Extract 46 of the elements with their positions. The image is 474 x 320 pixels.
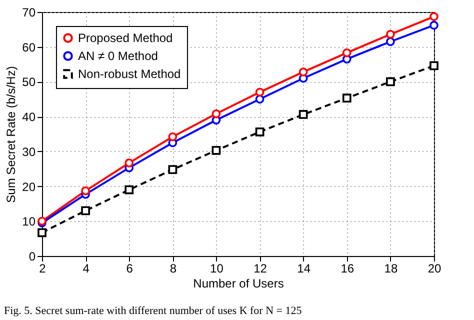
legend-label: Proposed Method	[78, 31, 173, 45]
point	[212, 109, 221, 118]
point	[342, 48, 352, 58]
x-tick-label: 8	[170, 262, 177, 276]
x-tick-label: 6	[126, 262, 134, 276]
point	[38, 228, 46, 238]
point	[212, 146, 221, 155]
y-tick-label: 20	[22, 180, 36, 194]
point	[386, 30, 395, 39]
x-tick-label: 16	[340, 262, 354, 276]
y-tick-label: 30	[22, 144, 36, 159]
point	[342, 94, 352, 103]
y-tick-label: 60	[22, 40, 36, 54]
point	[255, 88, 264, 97]
point	[255, 127, 264, 136]
point	[124, 185, 134, 194]
point	[124, 158, 134, 168]
point	[81, 206, 90, 216]
y-tick-label: 50	[22, 75, 36, 90]
x-tick-label: 18	[384, 262, 398, 276]
x-tick-label: 2	[39, 262, 46, 276]
y-tick-label: 70	[22, 6, 36, 20]
y-tick-label: 0	[28, 250, 36, 264]
x-axis-title: Number of Users	[193, 276, 284, 290]
point	[386, 37, 395, 46]
x-tick-label: 4	[82, 262, 90, 276]
point	[430, 61, 438, 70]
y-tick-label: 10	[22, 214, 36, 229]
legend-label: Non-robust Method	[78, 67, 181, 81]
point	[298, 68, 308, 76]
x-tick-label: 14	[297, 262, 311, 276]
point	[386, 77, 395, 86]
y-tick-label: 40	[22, 110, 36, 124]
y-axis-title: Sum Secret Rate (b/s/Hz)	[4, 66, 18, 203]
point	[168, 165, 178, 174]
point	[430, 20, 438, 30]
point	[255, 94, 264, 104]
point	[168, 132, 178, 142]
legend-label: AN ≠ 0 Method	[78, 49, 158, 63]
x-tick-label: 20	[428, 262, 442, 276]
x-tick-label: 10	[210, 262, 224, 276]
point	[430, 12, 438, 21]
point	[81, 186, 90, 196]
point	[298, 110, 308, 119]
caption: Fig. 5. Secret sum-rate with different number of uses K for N = 125	[3, 305, 303, 317]
x-tick-label: 12	[254, 262, 268, 276]
